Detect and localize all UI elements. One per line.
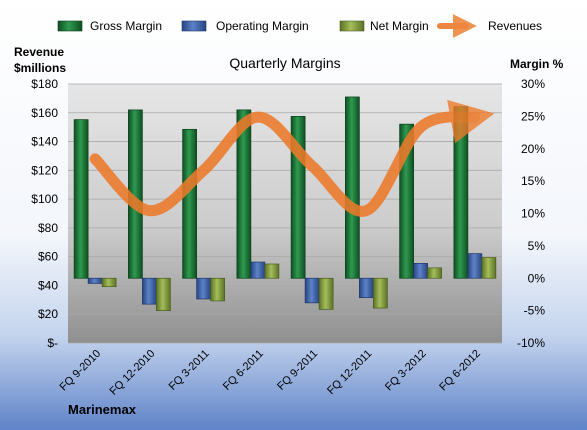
bar-gross-margin-fq-6-2011 <box>236 109 252 279</box>
legend-label-gross-margin: Gross Margin <box>90 19 162 33</box>
right-tick-label: 10% <box>521 207 545 221</box>
legend-item-net-margin: Net Margin <box>339 19 429 33</box>
bar-net-margin-fq-9-2010 <box>101 277 117 288</box>
bar-net-margin-fq-6-2011 <box>264 263 280 279</box>
company-label: Marinemax <box>68 402 137 417</box>
left-axis-ticks: $- $20 $40 $60 $80 $100 $120 $140 $160 $180 <box>31 77 58 350</box>
right-tick-label: -10% <box>517 336 545 350</box>
chart-title: Quarterly Margins <box>229 55 340 71</box>
bar-gross-margin-fq-3-2011 <box>182 128 197 279</box>
bar-net-margin-fq-3-2011 <box>210 277 225 302</box>
bar-gross-margin-fq-12-2011 <box>345 96 360 279</box>
left-tick-label: $- <box>47 336 58 350</box>
right-axis-title: Margin % <box>510 57 564 71</box>
bar-net-margin-fq-6-2012 <box>481 257 497 279</box>
right-axis-ticks: -10% -5% 0% 5% 10% 15% 20% 25% 30% <box>517 77 545 350</box>
left-tick-label: $180 <box>31 77 58 91</box>
right-tick-label: 20% <box>521 142 545 156</box>
legend-swatch-operating-margin <box>181 20 207 32</box>
bar-net-margin-fq-12-2011 <box>373 277 388 309</box>
bar-operating-margin-fq-6-2011 <box>250 261 266 279</box>
legend: Gross Margin Operating Margin Net Margin… <box>57 14 542 38</box>
bar-net-margin-fq-3-2012 <box>427 267 442 279</box>
legend-label-net-margin: Net Margin <box>370 19 429 33</box>
right-tick-label: 25% <box>521 109 545 123</box>
revenue-line-series <box>89 99 495 217</box>
legend-label-revenues: Revenues <box>488 19 542 33</box>
legend-item-revenues: Revenues <box>437 14 542 38</box>
bar-operating-margin-fq-3-2011 <box>196 277 211 300</box>
right-tick-label: 0% <box>528 271 546 285</box>
legend-item-operating-margin: Operating Margin <box>181 19 309 33</box>
right-tick-label: 5% <box>528 239 546 253</box>
bar-operating-margin-fq-12-2010 <box>142 277 157 305</box>
bar-gross-margin-fq-9-2010 <box>73 119 89 279</box>
legend-swatch-gross-margin <box>57 20 83 32</box>
right-tick-label: 30% <box>521 77 545 91</box>
left-tick-label: $160 <box>31 106 58 120</box>
left-tick-label: $80 <box>38 221 58 235</box>
bar-gross-margin-fq-6-2012 <box>453 106 469 279</box>
left-tick-label: $120 <box>31 163 58 177</box>
bar-net-margin-fq-9-2011 <box>318 277 334 310</box>
bar-operating-margin-fq-9-2011 <box>304 277 320 304</box>
bar-operating-margin-fq-9-2010 <box>87 277 103 284</box>
bar-net-margin-fq-12-2010 <box>156 277 171 311</box>
left-tick-label: $100 <box>31 192 58 206</box>
left-tick-label: $20 <box>38 307 58 321</box>
bar-operating-margin-fq-12-2011 <box>359 277 374 299</box>
legend-item-gross-margin: Gross Margin <box>57 19 162 33</box>
left-tick-label: $40 <box>38 278 58 292</box>
left-axis-title: Revenue $millions <box>14 45 66 75</box>
right-tick-label: -5% <box>524 304 546 318</box>
legend-swatch-net-margin <box>339 20 365 32</box>
right-tick-label: 15% <box>521 174 545 188</box>
bar-operating-margin-fq-3-2012 <box>413 263 428 279</box>
legend-label-operating-margin: Operating Margin <box>216 19 309 33</box>
left-tick-label: $140 <box>31 135 58 149</box>
revenues-line <box>89 99 495 217</box>
left-tick-label: $60 <box>38 250 58 264</box>
bar-operating-margin-fq-6-2012 <box>467 253 483 279</box>
